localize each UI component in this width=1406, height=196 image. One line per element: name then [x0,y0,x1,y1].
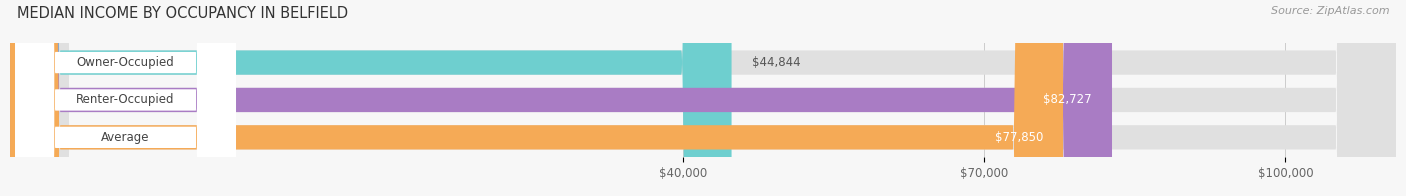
Text: Average: Average [101,131,150,144]
FancyBboxPatch shape [10,0,1396,196]
FancyBboxPatch shape [10,0,1112,196]
FancyBboxPatch shape [10,0,1396,196]
Text: $77,850: $77,850 [994,131,1043,144]
Text: Renter-Occupied: Renter-Occupied [76,93,174,106]
Text: $44,844: $44,844 [752,56,800,69]
FancyBboxPatch shape [10,0,1396,196]
Text: $82,727: $82,727 [1043,93,1092,106]
FancyBboxPatch shape [15,0,236,196]
Text: Source: ZipAtlas.com: Source: ZipAtlas.com [1271,6,1389,16]
FancyBboxPatch shape [15,0,236,196]
FancyBboxPatch shape [15,0,236,196]
Text: Owner-Occupied: Owner-Occupied [77,56,174,69]
Text: MEDIAN INCOME BY OCCUPANCY IN BELFIELD: MEDIAN INCOME BY OCCUPANCY IN BELFIELD [17,6,349,21]
FancyBboxPatch shape [10,0,1063,196]
FancyBboxPatch shape [10,0,731,196]
